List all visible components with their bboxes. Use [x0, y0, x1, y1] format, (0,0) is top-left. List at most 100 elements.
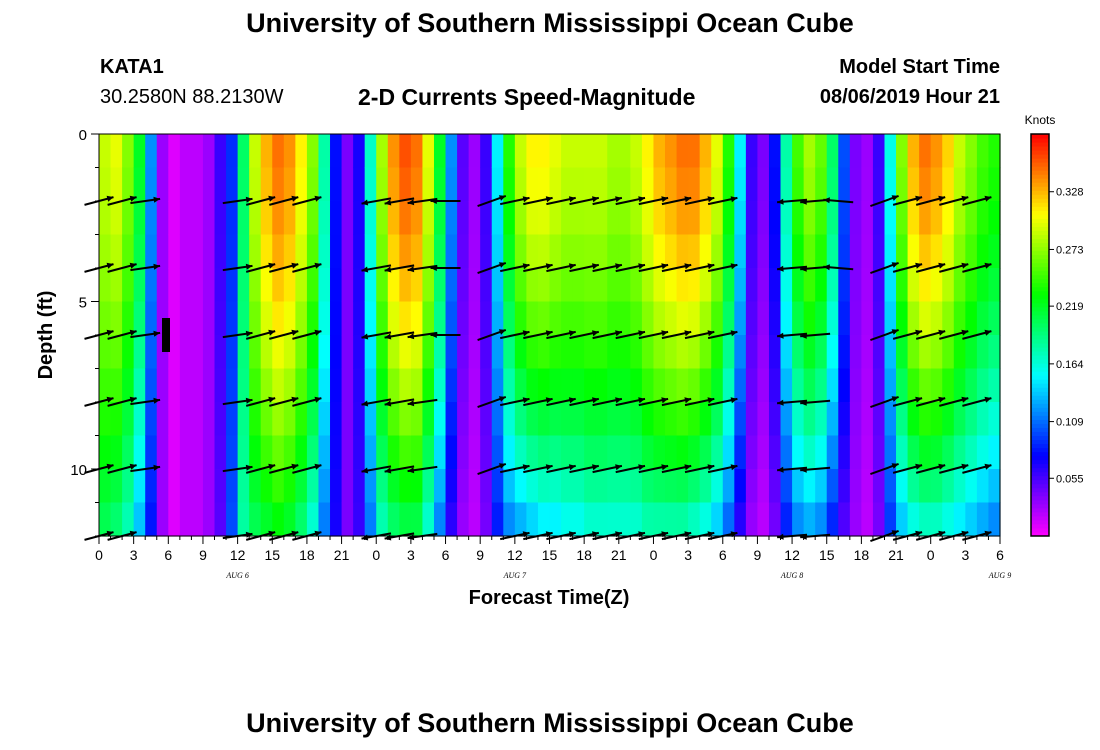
- heatmap-cell: [249, 502, 262, 537]
- heatmap-cell: [965, 402, 978, 437]
- heatmap-cell: [514, 435, 527, 470]
- heatmap-cell: [306, 301, 320, 336]
- heatmap-cell: [826, 335, 839, 370]
- current-arrow-head: [984, 463, 992, 470]
- colorbar-segment: [1031, 210, 1049, 215]
- heatmap-cell: [526, 201, 539, 236]
- heatmap-cell: [260, 502, 273, 537]
- heatmap-cell: [942, 167, 955, 202]
- heatmap-cell: [341, 268, 354, 303]
- heatmap-cell: [838, 201, 851, 236]
- current-arrow-head: [522, 196, 530, 203]
- heatmap-cell: [202, 469, 216, 504]
- heatmap-cell: [976, 201, 990, 236]
- current-arrow-head: [268, 530, 276, 537]
- heatmap-cell: [976, 134, 990, 169]
- heatmap-cell: [491, 435, 504, 470]
- heatmap-cell: [514, 201, 527, 236]
- heatmap-cell: [641, 268, 655, 303]
- heatmap-cell: [849, 435, 862, 470]
- heatmap-cell: [976, 502, 990, 537]
- heatmap-cell: [768, 234, 782, 269]
- current-arrow-head: [777, 399, 784, 406]
- heatmap-cell: [792, 301, 805, 336]
- heatmap-cell: [133, 335, 146, 370]
- heatmap-cell: [214, 268, 227, 303]
- heatmap-cell: [468, 368, 481, 403]
- current-arrow-head: [245, 330, 253, 337]
- heatmap-cell: [433, 469, 447, 504]
- heatmap-cell: [480, 368, 493, 403]
- heatmap-cell: [849, 502, 862, 537]
- day-label: AUG 6: [225, 571, 248, 580]
- heatmap-cell: [919, 268, 932, 303]
- current-arrow-head: [430, 332, 437, 338]
- heatmap-cell: [745, 502, 759, 537]
- x-tick-label: 0: [372, 547, 380, 563]
- heatmap-cell: [849, 167, 862, 202]
- heatmap-cell: [341, 201, 354, 236]
- heatmap-cell: [942, 234, 955, 269]
- heatmap-cell: [179, 368, 193, 403]
- current-arrow-head: [615, 464, 622, 471]
- current-arrow-head: [361, 199, 369, 206]
- heatmap-cell: [491, 167, 504, 202]
- marker-bar: [162, 318, 170, 352]
- heatmap-cell: [884, 301, 897, 336]
- heatmap-cell: [688, 335, 701, 370]
- heatmap-cell: [503, 469, 516, 504]
- heatmap-cell: [618, 335, 631, 370]
- colorbar-segment: [1031, 335, 1049, 340]
- current-arrow-head: [961, 530, 969, 537]
- heatmap-cell: [318, 167, 331, 202]
- heatmap-cell: [872, 435, 886, 470]
- heatmap-cell: [618, 268, 631, 303]
- heatmap-cell: [838, 368, 851, 403]
- heatmap-cell: [422, 368, 435, 403]
- heatmap-cell: [653, 469, 666, 504]
- heatmap-cell: [468, 335, 481, 370]
- colorbar-segment: [1031, 343, 1049, 348]
- heatmap-cell: [780, 402, 793, 437]
- heatmap-cell: [988, 167, 1001, 202]
- heatmap-cell: [168, 502, 181, 537]
- colorbar-segment: [1031, 282, 1049, 288]
- heatmap-cell: [838, 134, 851, 169]
- current-arrow-head: [615, 263, 622, 270]
- colorbar-segment: [1031, 242, 1049, 248]
- heatmap-cell: [896, 402, 909, 437]
- heatmap-cell: [688, 201, 701, 236]
- heatmap-cell: [734, 201, 747, 236]
- current-arrow-head: [384, 400, 392, 407]
- heatmap-cell: [306, 469, 320, 504]
- heatmap-cell: [214, 402, 227, 437]
- heatmap-cell: [618, 402, 631, 437]
- heatmap-cell: [988, 301, 1001, 336]
- heatmap-cell: [572, 301, 585, 336]
- heatmap-cell: [942, 368, 955, 403]
- heatmap-cell: [433, 301, 447, 336]
- heatmap-cell: [330, 435, 343, 470]
- heatmap-cell: [757, 368, 770, 403]
- heatmap-cell: [237, 435, 250, 470]
- heatmap-cell: [110, 268, 123, 303]
- heatmap-cell: [168, 134, 181, 169]
- x-tick-label: 21: [334, 547, 350, 563]
- heatmap-cell: [595, 502, 608, 537]
- heatmap-cell: [237, 335, 250, 370]
- heatmap-cell: [919, 167, 932, 202]
- heatmap-cell: [122, 469, 135, 504]
- heatmap-cell: [838, 268, 851, 303]
- heatmap-cell: [699, 368, 712, 403]
- heatmap-cell: [815, 435, 828, 470]
- heatmap-cell: [826, 268, 839, 303]
- y-tick-label: 10: [70, 462, 87, 479]
- heatmap-cell: [826, 201, 839, 236]
- current-arrow-head: [153, 263, 161, 270]
- heatmap-cell: [191, 402, 204, 437]
- heatmap-cell: [249, 201, 262, 236]
- heatmap-cell: [457, 502, 470, 537]
- heatmap-cell: [965, 167, 978, 202]
- heatmap-cell: [387, 469, 400, 504]
- heatmap-cell: [376, 469, 389, 504]
